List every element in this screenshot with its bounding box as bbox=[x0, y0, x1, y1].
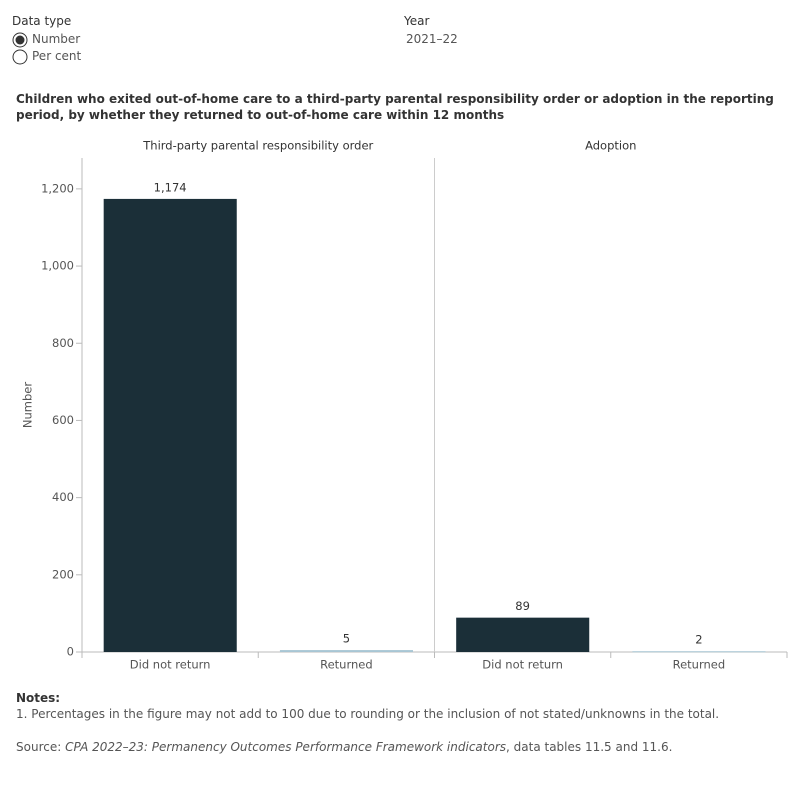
year-value[interactable]: 2021–22 bbox=[406, 32, 458, 46]
source-prefix: Source: bbox=[16, 740, 66, 754]
radio-label[interactable]: Per cent bbox=[32, 49, 82, 63]
y-tick-label: 200 bbox=[52, 567, 74, 581]
bar bbox=[456, 617, 590, 652]
radio[interactable] bbox=[12, 49, 28, 65]
x-tick-label: Returned bbox=[673, 658, 726, 672]
x-tick-label: Did not return bbox=[130, 658, 211, 672]
bar bbox=[279, 650, 413, 652]
y-axis-label: Number bbox=[21, 382, 35, 428]
y-tick-label: 1,200 bbox=[41, 181, 74, 195]
control-label: Year bbox=[404, 14, 430, 28]
x-tick-label: Did not return bbox=[482, 658, 563, 672]
y-tick-label: 1,000 bbox=[41, 259, 74, 273]
panel-title: Adoption bbox=[585, 139, 636, 153]
source-suffix: , data tables 11.5 and 11.6. bbox=[506, 740, 673, 754]
y-tick-label: 600 bbox=[52, 413, 74, 427]
x-tick-label: Returned bbox=[320, 658, 373, 672]
bar bbox=[632, 651, 766, 653]
y-tick-label: 0 bbox=[67, 645, 74, 659]
value-label: 5 bbox=[343, 632, 350, 646]
panel-title: Third-party parental responsibility orde… bbox=[142, 139, 373, 153]
radio-dot[interactable] bbox=[15, 35, 25, 45]
source-title: CPA 2022–23: Permanency Outcomes Perform… bbox=[65, 740, 507, 754]
y-tick-label: 400 bbox=[52, 490, 74, 504]
y-tick-label: 800 bbox=[52, 336, 74, 350]
source: Source: CPA 2022–23: Permanency Outcomes… bbox=[16, 740, 672, 754]
chart-title: Children who exited out-of-home care to … bbox=[16, 92, 774, 122]
value-label: 2 bbox=[695, 633, 702, 647]
value-label: 89 bbox=[515, 599, 530, 613]
bar bbox=[103, 198, 237, 653]
control-label: Data type bbox=[12, 14, 72, 28]
notes-heading: Notes: bbox=[16, 691, 61, 705]
radio-label[interactable]: Number bbox=[32, 32, 81, 46]
value-label: 1,174 bbox=[154, 180, 187, 194]
note: 1. Percentages in the figure may not add… bbox=[16, 707, 720, 721]
